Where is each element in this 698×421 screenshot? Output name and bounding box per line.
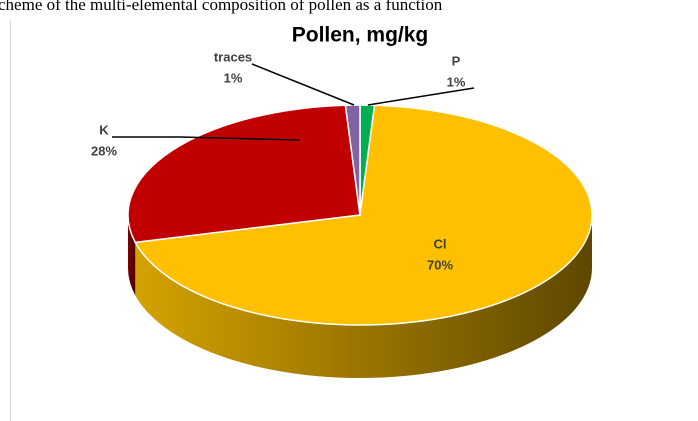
slice-value-label: 70% xyxy=(427,257,453,272)
pie xyxy=(127,104,593,379)
labels: P 1% Cl 70% K 28% traces 1% xyxy=(91,49,475,272)
slice-side xyxy=(135,215,593,379)
leader-line xyxy=(251,63,355,106)
slice-side xyxy=(128,215,136,296)
leader-line xyxy=(367,87,475,106)
leader-line xyxy=(112,136,301,141)
slice xyxy=(134,104,593,326)
slice-value-label: 28% xyxy=(91,143,117,158)
slice-label: P xyxy=(452,53,461,68)
slice-value-label: 1% xyxy=(224,70,243,85)
slice-label: K xyxy=(99,122,109,137)
slice-value-label: 1% xyxy=(447,74,466,89)
chart-title: Pollen, mg/kg xyxy=(292,24,429,47)
slice-label: traces xyxy=(214,49,252,64)
slice-label: Cl xyxy=(434,236,447,251)
caption: cheme of the multi-elemental composition… xyxy=(0,0,443,14)
slice xyxy=(127,104,361,244)
